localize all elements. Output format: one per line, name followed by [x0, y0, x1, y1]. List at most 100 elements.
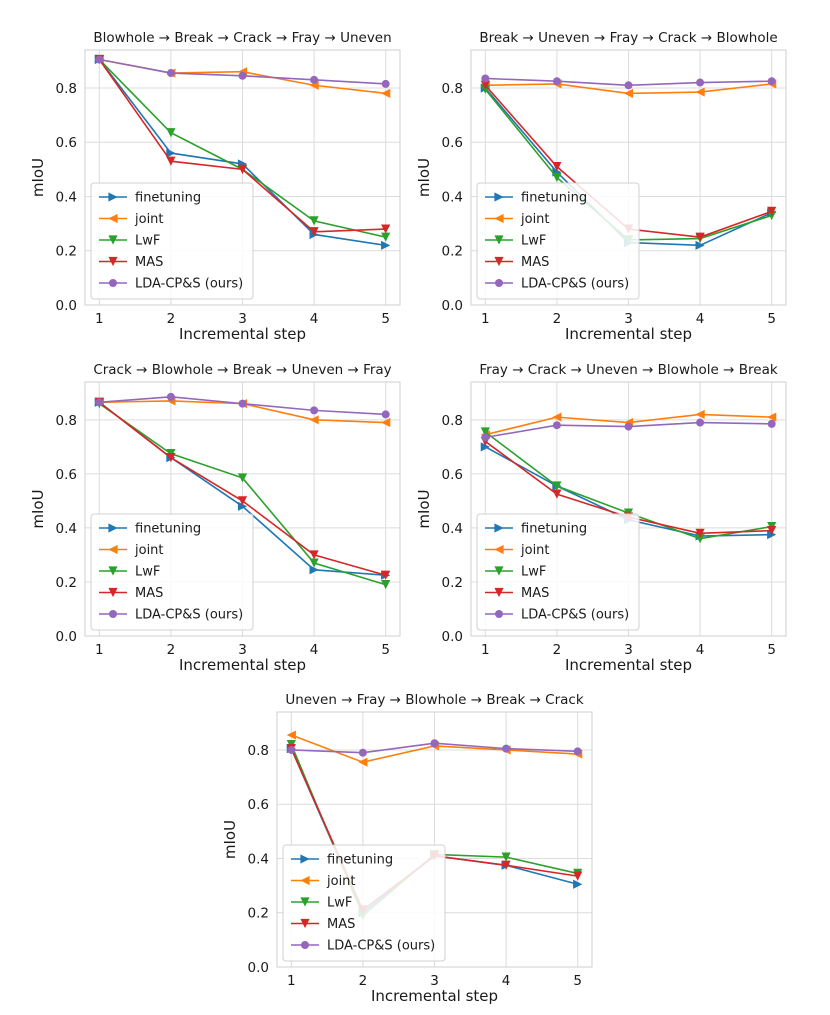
legend-marker-joint: [494, 213, 504, 224]
data-point-mas: [237, 496, 248, 506]
legend-marker-joint: [108, 544, 118, 555]
series-lda-cp-s-ours: [481, 74, 776, 90]
x-tick-label: 4: [502, 973, 511, 989]
x-axis-label: Incremental step: [179, 656, 306, 674]
legend-marker-finetuning: [300, 854, 310, 864]
chart-blowhole-first: 0.0 0.2 0.4 0.6 0.8 1 2 3 4 5 Blowhole → Break → C…: [29, 30, 401, 343]
chart-break-first: 0.0 0.2 0.4 0.6 0.8 1 2 3 4 5 Break → Uneven → Fra…: [415, 30, 787, 343]
legend-label: joint: [520, 212, 550, 227]
legend-label: LwF: [135, 234, 160, 249]
legend-item-joint: joint: [291, 874, 356, 889]
legend-box: [90, 182, 254, 300]
legend-marker-lwf: [300, 897, 310, 907]
data-point-lda-cp-s-ours: [238, 399, 247, 408]
legend-marker-mas: [108, 587, 118, 598]
y-tick-label: 0.4: [442, 521, 463, 537]
legend-item-lda-cp-s-ours: LDA-CP&S (ours): [485, 608, 629, 623]
legend-item-lda-cp-s-ours: LDA-CP&S (ours): [291, 939, 435, 954]
data-point-lda-cp-s-ours: [95, 55, 104, 64]
y-tick-label: 0.2: [442, 244, 463, 260]
x-tick-label: 2: [167, 311, 176, 327]
data-point-joint: [552, 412, 562, 422]
chart-title: Break → Uneven → Fray → Crack → Blowhole: [479, 30, 777, 46]
x-tick-label: 4: [696, 642, 705, 658]
chart-title: Fray → Crack → Uneven → Blowhole → Break: [479, 362, 778, 378]
data-point-joint: [381, 417, 391, 428]
legend-label: finetuning: [135, 522, 201, 537]
x-tick-label: 1: [481, 311, 490, 327]
legend-box: [282, 844, 446, 962]
legend-label: LDA-CP&S (ours): [135, 608, 243, 623]
y-tick-label: 0.0: [56, 298, 77, 314]
legend-label: MAS: [135, 586, 163, 601]
legend-marker-mas: [300, 918, 310, 929]
legend-item-mas: MAS: [485, 586, 549, 601]
x-tick-label: 3: [238, 311, 247, 327]
y-tick-label: 0.8: [56, 413, 77, 429]
y-tick-label: 0.2: [56, 244, 77, 260]
y-tick-label: 0.8: [56, 81, 77, 97]
legend-box: [476, 513, 640, 631]
legend-label: LwF: [521, 565, 546, 580]
x-tick-label: 4: [310, 311, 319, 327]
legend-marker-finetuning: [494, 523, 504, 533]
legend-marker-lda-cp-s-ours: [109, 610, 117, 618]
plot-frame: [84, 49, 401, 306]
data-point-joint: [286, 730, 296, 740]
legend-label: LDA-CP&S (ours): [521, 277, 629, 292]
chart-title: Crack → Blowhole → Break → Uneven → Fray: [93, 362, 391, 378]
data-point-lwf: [309, 216, 319, 226]
x-axis-label: Incremental step: [179, 325, 306, 343]
data-point-lda-cp-s-ours: [624, 422, 633, 431]
legend-label: finetuning: [135, 191, 201, 206]
y-tick-label: 0.6: [248, 797, 269, 813]
data-point-lda-cp-s-ours: [287, 745, 296, 754]
y-axis-label: mIoU: [415, 158, 433, 197]
legend-item-mas: MAS: [99, 586, 163, 601]
y-tick-label: 0.8: [442, 81, 463, 97]
data-point-lwf: [381, 232, 391, 242]
series-lda-cp-s-ours: [95, 392, 390, 419]
legend-item-lwf: LwF: [485, 234, 546, 249]
y-tick-label: 0.2: [248, 906, 269, 922]
legend-box: [90, 513, 254, 631]
legend-item-lda-cp-s-ours: LDA-CP&S (ours): [99, 277, 243, 292]
legend-label: LDA-CP&S (ours): [521, 608, 629, 623]
legend-marker-lda-cp-s-ours: [495, 610, 503, 618]
legend-item-lda-cp-s-ours: LDA-CP&S (ours): [485, 277, 629, 292]
data-point-mas: [166, 453, 176, 463]
legend-item-finetuning: finetuning: [291, 853, 393, 868]
data-point-mas: [552, 489, 562, 499]
legend-item-finetuning: finetuning: [485, 522, 587, 537]
data-point-lda-cp-s-ours: [552, 421, 561, 430]
legend-marker-mas: [494, 256, 504, 267]
y-tick-label: 0.6: [442, 135, 463, 151]
data-point-finetuning: [381, 240, 391, 250]
legend-box: [476, 182, 640, 300]
x-tick-label: 5: [381, 642, 390, 658]
y-axis-label: mIoU: [29, 158, 47, 197]
data-point-mas: [552, 162, 562, 172]
data-point-lda-cp-s-ours: [166, 392, 175, 401]
data-point-joint: [623, 88, 634, 99]
legend-item-finetuning: finetuning: [99, 522, 201, 537]
legend: finetuning joint LwF MAS LDA-CP&S (ours): [90, 182, 254, 300]
y-tick-label: 0.8: [442, 413, 463, 429]
y-tick-label: 0.2: [56, 575, 77, 591]
x-tick-label: 3: [624, 642, 633, 658]
y-axis-label: mIoU: [415, 489, 433, 528]
chart-title: Blowhole → Break → Crack → Fray → Uneven: [93, 30, 391, 46]
x-tick-label: 3: [624, 311, 633, 327]
legend-marker-mas: [494, 587, 504, 598]
legend-label: MAS: [327, 917, 355, 932]
legend-marker-lwf: [108, 566, 118, 576]
data-point-mas: [381, 570, 391, 580]
data-point-mas: [501, 860, 511, 870]
y-tick-label: 0.6: [56, 135, 77, 151]
data-point-lda-cp-s-ours: [358, 748, 367, 757]
data-point-lwf: [552, 481, 562, 491]
data-point-lda-cp-s-ours: [624, 81, 633, 90]
legend: finetuning joint LwF MAS LDA-CP&S (ours): [282, 844, 446, 962]
data-point-lwf: [237, 473, 248, 483]
